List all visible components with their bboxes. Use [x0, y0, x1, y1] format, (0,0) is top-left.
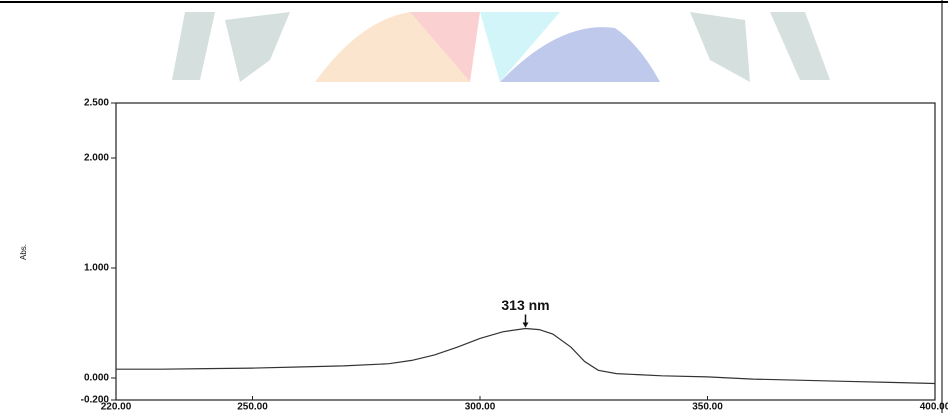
y-tick-label: 2.000 [84, 153, 109, 164]
watermark [172, 12, 830, 82]
y-tick-label: 0.000 [84, 373, 109, 384]
plot-frame [116, 103, 935, 400]
chart: Abs. -0.2000.0001.0002.0002.500220.00250… [0, 0, 948, 413]
x-tick-label: 400.00 [920, 402, 948, 413]
x-tick-label: 250.00 [237, 402, 268, 413]
y-axis-label: Abs. [19, 244, 28, 260]
y-tick-label: 2.500 [84, 98, 109, 109]
x-tick-label: 350.00 [692, 402, 723, 413]
y-tick-label: 1.000 [84, 263, 109, 274]
annotation-arrowhead [523, 323, 529, 328]
x-tick-label: 300.00 [465, 402, 496, 413]
x-tick-label: 220.00 [101, 402, 132, 413]
spectrum-line [116, 329, 935, 384]
annotation-label: 313 nm [501, 297, 549, 313]
